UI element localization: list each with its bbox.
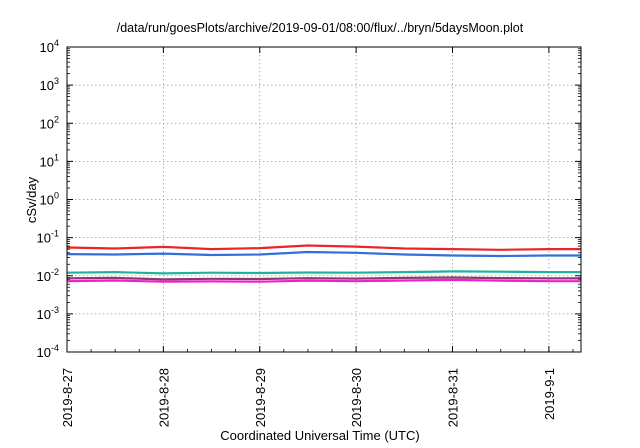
y-tick-label: 10-2 — [37, 267, 59, 284]
x-tick-label: 2019-8-31 — [446, 368, 461, 427]
y-tick-label: 103 — [40, 76, 59, 93]
series-line-2 — [66, 250, 581, 258]
chart-title: /data/run/goesPlots/archive/2019-09-01/0… — [116, 21, 524, 35]
y-tick-label: 100 — [40, 191, 59, 208]
x-axis-label: Coordinated Universal Time (UTC) — [220, 428, 420, 443]
x-tick-label: 2019-8-28 — [156, 368, 171, 427]
y-axis-label: cSv/day — [24, 176, 39, 223]
y-tick-label: 10-3 — [37, 305, 59, 322]
y-tick-label: 101 — [40, 152, 59, 169]
series-line-1 — [66, 244, 581, 251]
y-tick-label: 102 — [40, 114, 59, 131]
x-tick-label: 2019-8-30 — [349, 368, 364, 427]
series-line-5 — [66, 278, 581, 283]
x-tick-label: 2019-8-27 — [60, 368, 75, 427]
x-tick-label: 2019-8-29 — [253, 368, 268, 427]
plot-frame — [66, 46, 582, 353]
x-tick-label: 2019-9-1 — [542, 368, 557, 420]
series-line-3 — [66, 270, 581, 275]
y-tick-label: 104 — [40, 38, 59, 55]
series-line-4 — [66, 276, 581, 281]
y-tick-label: 10-4 — [37, 343, 59, 360]
y-tick-label: 10-1 — [37, 229, 59, 246]
